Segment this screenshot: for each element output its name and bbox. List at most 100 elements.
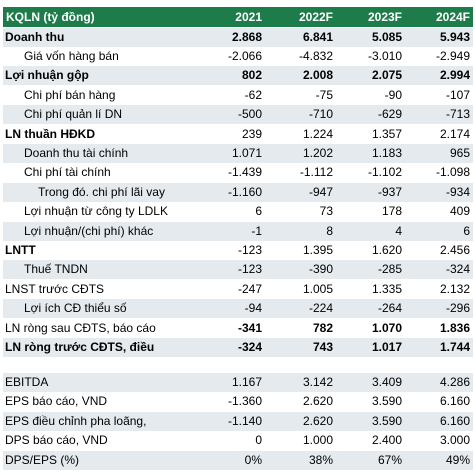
cell-value: -1.360 xyxy=(227,394,262,409)
table-row: LNTT -123 1.395 1.620 2.456 xyxy=(3,241,473,260)
table-row: Lợi nhuận từ công ty LDLK 6 73 178 409 xyxy=(3,202,473,221)
cell-value: 743 xyxy=(312,339,333,354)
cell-value: -947 xyxy=(308,184,333,199)
header-year: 2022F xyxy=(298,10,333,24)
table-row: Doanh thu 2.868 6.841 5.085 5.943 xyxy=(3,27,473,47)
table-row: LN thuần HĐKD 239 1.224 1.357 2.174 xyxy=(3,125,473,144)
cell-value: -296 xyxy=(445,301,470,316)
cell-value: 2.132 xyxy=(439,281,470,296)
cell-value: -934 xyxy=(445,184,470,199)
row-label: EPS báo cáo, VND xyxy=(5,394,108,409)
cell-value: -1 xyxy=(251,223,262,238)
cell-value: 0% xyxy=(244,452,262,467)
row-label: LN ròng sau CĐTS, báo cáo xyxy=(5,320,156,335)
table-row: Thuế TNDN -123 -390 -285 -324 xyxy=(3,260,473,280)
cell-value: 0 xyxy=(255,433,262,448)
table-row: EBITDA 1.167 3.142 3.409 4.286 xyxy=(3,373,473,392)
cell-value: -123 xyxy=(237,262,262,277)
cell-value: -713 xyxy=(445,107,470,122)
cell-value: 3.142 xyxy=(302,375,333,389)
cell-value: 1.017 xyxy=(371,339,402,354)
cell-value: 3.000 xyxy=(439,433,470,448)
cell-value: 2.620 xyxy=(302,413,333,428)
row-label: EPS điều chỉnh pha loãng, xyxy=(5,413,147,428)
cell-value: 4.286 xyxy=(439,375,470,389)
row-label: LN thuần HĐKD xyxy=(5,126,95,141)
row-label: Chi phí quản lí DN xyxy=(24,107,123,122)
cell-value: 5.943 xyxy=(439,29,470,44)
row-label: Doanh thu tài chính xyxy=(24,145,129,160)
row-label: LN ròng trước CĐTS, điều xyxy=(5,339,155,354)
table-row: Chi phí bán hàng -62 -75 -90 -107 xyxy=(3,86,473,105)
row-label: LNTT xyxy=(5,242,36,257)
cell-value: -62 xyxy=(244,87,262,102)
row-label: Lợi nhuận từ công ty LDLK xyxy=(24,204,168,219)
cell-value: 3.590 xyxy=(371,413,402,428)
row-label: Lợi nhuận/(chi phí) khác xyxy=(24,223,154,238)
table-row: LNST trước CĐTS -247 1.005 1.335 2.132 xyxy=(3,280,473,299)
header-row: KQLN (tỷ đồng) 2021 2022F 2023F 2024F xyxy=(3,7,473,27)
cell-value: 1.224 xyxy=(302,126,333,141)
row-label: Thuế TNDN xyxy=(24,262,88,277)
table-row: Lợi nhuận gộp 802 2.008 2.075 2.994 xyxy=(3,66,473,86)
cell-value: -94 xyxy=(244,301,262,316)
cell-value: -2.949 xyxy=(435,48,470,63)
header-label: KQLN (tỷ đồng) xyxy=(6,10,95,24)
row-label: Chi phí bán hàng xyxy=(24,87,116,102)
row-label: Chi phí tài chính xyxy=(24,165,111,180)
table-row: Chi phí tài chính -1.439 -1.112 -1.102 -1.09… xyxy=(3,163,473,182)
cell-value: 2.075 xyxy=(371,68,402,83)
cell-value: 38% xyxy=(308,452,333,467)
cell-value: 2.174 xyxy=(439,126,470,141)
cell-value: 1.071 xyxy=(231,145,262,160)
table-row: DPS/EPS (%) 0% 38% 67% 49% xyxy=(3,450,473,470)
cell-value: 965 xyxy=(449,145,470,160)
table-row: Chi phí quản lí DN -500 -710 -629 -713 xyxy=(3,105,473,125)
cell-value: 1.395 xyxy=(302,242,333,257)
cell-value: 1.357 xyxy=(371,126,402,141)
cell-value: 782 xyxy=(312,320,333,335)
cell-value: 6.160 xyxy=(439,394,470,409)
row-label: Giá vốn hàng bán xyxy=(24,48,119,63)
cell-value: 1.744 xyxy=(439,339,470,354)
cell-value: 3.409 xyxy=(371,375,402,389)
row-label: DPS báo cáo, VND xyxy=(5,433,108,448)
row-label: DPS/EPS (%) xyxy=(5,452,80,467)
cell-value: -107 xyxy=(445,87,470,102)
cell-value: 2.994 xyxy=(439,68,470,83)
cell-value: 6.160 xyxy=(439,413,470,428)
cell-value: -4.832 xyxy=(298,48,333,63)
cell-value: -1.098 xyxy=(435,165,470,180)
cell-value: -390 xyxy=(308,262,333,277)
cell-value: -500 xyxy=(237,107,262,122)
cell-value: 1.070 xyxy=(371,320,402,335)
header-year: 2021 xyxy=(235,10,262,24)
row-label: Lợi nhuận gộp xyxy=(5,68,89,83)
cell-value: -1.112 xyxy=(299,165,333,180)
cell-value: 802 xyxy=(241,68,262,83)
cell-value: -3.010 xyxy=(367,48,402,63)
cell-value: -1.439 xyxy=(227,165,262,180)
cell-value: 239 xyxy=(241,126,262,141)
cell-value: -285 xyxy=(377,262,402,277)
cell-value: -710 xyxy=(308,107,333,122)
cell-value: -629 xyxy=(377,107,402,122)
cell-value: 2.400 xyxy=(371,433,402,448)
cell-value: -90 xyxy=(384,87,402,102)
cell-value: 1.167 xyxy=(231,375,262,389)
cell-value: 67% xyxy=(377,452,402,467)
cell-value: 6.841 xyxy=(302,29,333,44)
row-label: Trong đó. chi phí lãi vay xyxy=(38,184,165,199)
cell-value: 2.456 xyxy=(439,242,470,257)
cell-value: 6 xyxy=(463,223,470,238)
cell-value: -324 xyxy=(445,262,470,277)
table-row: EPS báo cáo, VND -1.360 2.620 3.590 6.160 xyxy=(3,392,473,411)
cell-value: -123 xyxy=(237,242,262,257)
cell-value: 3.590 xyxy=(371,394,402,409)
row-label: Lợi ích CĐ thiểu số xyxy=(24,301,127,316)
cell-value: -1.102 xyxy=(367,165,402,180)
cell-value: 4 xyxy=(395,223,402,238)
table-row: Lợi ích CĐ thiểu số -94 -224 -264 -296 xyxy=(3,299,473,319)
table-row: Trong đó. chi phí lãi vay -1.160 -947 -937 -… xyxy=(3,182,473,202)
